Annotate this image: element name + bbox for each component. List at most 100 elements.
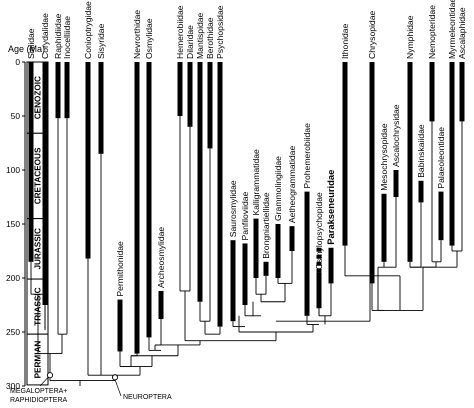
range-bar	[217, 62, 223, 327]
tick-label: 0	[15, 57, 20, 67]
range-bar	[64, 62, 70, 119]
range-bar	[407, 62, 413, 262]
taxon-label: Brongniartiellidae	[261, 192, 271, 259]
taxon-label: Nevrorthidae	[132, 10, 142, 59]
range-bar	[369, 62, 375, 284]
taxon-label: Dilaridae	[185, 25, 195, 59]
taxon-label: Nymphidae	[405, 15, 415, 59]
range-bar	[242, 243, 248, 305]
period-label: JURASSIC	[34, 228, 43, 269]
taxon-label: Sisyridae	[96, 23, 106, 59]
taxon-branch	[242, 243, 248, 316]
tick-label: 300	[6, 381, 20, 391]
taxon-branch	[289, 226, 295, 284]
taxon-label: Mesochrysopidae	[379, 123, 389, 191]
taxon-label: Saurosmylidae	[228, 180, 238, 237]
tick-label: 150	[6, 219, 20, 229]
taxon-branch	[117, 299, 123, 367]
clade-node-megaloptera	[46, 372, 54, 379]
range-bar	[28, 62, 34, 262]
range-bar	[449, 62, 455, 246]
taxon-branch	[28, 62, 34, 295]
taxon-branch	[275, 224, 281, 284]
tick-label: 100	[6, 165, 20, 175]
tick-label: 250	[6, 327, 20, 337]
period-label: CENOZOIC	[34, 76, 43, 119]
taxon-label: Aetheogrammatidae	[287, 146, 297, 224]
taxon-branch	[449, 62, 455, 251]
taxon-branch	[393, 170, 399, 268]
range-bar	[342, 62, 348, 246]
range-bar	[459, 62, 465, 122]
period-label: PERMIAN	[34, 341, 43, 379]
taxon-branch	[177, 62, 183, 291]
taxon-label: Osmylopsychopidae	[314, 192, 324, 270]
taxon-label: Sialidae	[26, 28, 36, 59]
range-bar	[289, 226, 295, 251]
tick-label: 200	[6, 273, 20, 283]
range-bar	[177, 62, 183, 116]
range-bar	[316, 272, 322, 309]
taxon-label: Panfiloviidae	[240, 191, 250, 240]
range-bar	[381, 193, 387, 262]
taxon-branch	[207, 62, 213, 322]
range-bar	[197, 62, 203, 302]
range-bar	[429, 62, 435, 122]
taxon-label: Kalligrammatidae	[251, 149, 261, 216]
taxon-label: Osmylidae	[144, 18, 154, 59]
taxon-label: Myrmeleontidae	[447, 0, 457, 59]
taxon-label: Ascalochrysidae	[391, 104, 401, 167]
taxon-label: Raphidiidae	[53, 13, 63, 59]
taxon-label: Inocelliidae	[62, 16, 72, 59]
tick-label: 50	[11, 111, 21, 121]
period-label: CRETACEOUS	[34, 147, 43, 204]
range-bar	[328, 247, 334, 284]
taxon-label: Ithonidae	[340, 23, 350, 59]
taxon-label: Psychopsidae	[215, 5, 225, 59]
taxon-branch	[55, 62, 61, 335]
clade-pointer	[114, 379, 122, 397]
range-bar	[275, 224, 281, 278]
range-bar	[134, 62, 140, 354]
taxon-label: Corydalidae	[40, 13, 50, 59]
range-bar	[42, 62, 48, 305]
taxon-branch	[369, 62, 375, 311]
taxon-label: Parakseneuridae	[325, 170, 336, 245]
axis-title: Age (Ma)	[8, 44, 45, 54]
period-box	[26, 333, 49, 386]
taxon-branch	[146, 62, 152, 351]
range-bar	[230, 240, 236, 322]
range-bar	[85, 62, 91, 259]
taxon-branch	[187, 62, 193, 291]
taxon-branch	[217, 62, 223, 335]
taxon-branch	[304, 191, 310, 325]
taxon-branch	[438, 191, 444, 262]
range-bar	[117, 299, 123, 352]
taxon-branch	[429, 62, 435, 262]
clade-label: RAPHIDIOPTERA	[10, 397, 68, 404]
taxon-branch	[64, 62, 70, 335]
taxon-label: Berothidae	[205, 17, 215, 59]
taxon-branch	[418, 180, 424, 260]
clade-pointer	[39, 377, 49, 387]
taxon-branch	[342, 62, 348, 276]
taxon-label: Nemopteridae	[427, 5, 437, 59]
taxon-branch	[253, 218, 259, 295]
taxon-label: Babinskaiidae	[416, 124, 426, 178]
range-bar	[418, 180, 424, 203]
taxon-branch	[85, 62, 91, 365]
taxon-branch	[459, 62, 465, 251]
taxon-branch	[134, 62, 140, 356]
range-bar	[55, 62, 61, 119]
clade-label: NEUROPTERA	[123, 394, 172, 401]
taxon-branch	[98, 62, 104, 363]
taxon-label: Grammolingiidae	[273, 156, 283, 221]
taxon-label: Mantispidae	[195, 12, 205, 59]
range-bar	[158, 290, 164, 320]
clade-label: MEGALOPTERA+	[10, 388, 67, 395]
taxon-branch	[407, 62, 413, 268]
range-bar	[304, 191, 310, 316]
taxon-label: Archeosmylidae	[156, 227, 166, 288]
range-bar	[438, 191, 444, 241]
